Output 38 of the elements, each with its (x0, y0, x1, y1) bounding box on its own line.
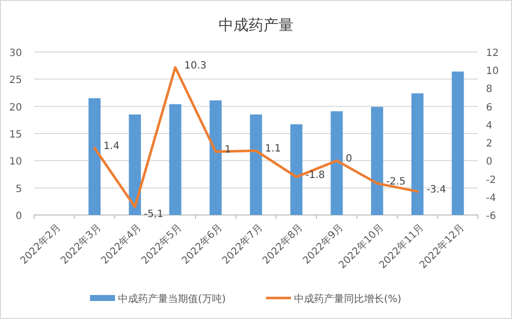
bar (250, 114, 262, 215)
chart-title: 中成药产量 (218, 16, 294, 34)
y-tick-label: 30 (9, 48, 22, 59)
y-tick-label: 0 (16, 211, 22, 222)
y2-tick-label: -2 (486, 174, 496, 186)
y2-tick-label: 2 (486, 138, 492, 150)
y2-tick-label: 0 (486, 156, 492, 168)
data-label: 10.3 (184, 60, 207, 72)
legend-label: 中成药产量当期值(万吨) (118, 293, 226, 305)
bar (411, 93, 424, 215)
bar (371, 106, 384, 215)
bar (128, 114, 141, 215)
data-label: -1.8 (305, 170, 325, 181)
bar (330, 111, 343, 215)
bar (169, 104, 182, 215)
data-label: -3.4 (426, 184, 446, 196)
data-label: 1.1 (265, 144, 281, 155)
bar (290, 124, 302, 215)
y-tick-label: 20 (9, 102, 22, 114)
y2-tick-label: 6 (486, 102, 492, 114)
data-label: 0 (346, 154, 352, 165)
y2-tick-label: -6 (486, 211, 496, 222)
bar (452, 72, 464, 215)
y2-tick-label: -4 (486, 192, 496, 204)
legend-label: 中成药产量同比增长(%) (294, 293, 402, 305)
bar (88, 98, 101, 215)
y2-tick-label: 8 (486, 84, 492, 96)
data-label: -2.5 (386, 176, 406, 188)
y-tick-label: 15 (9, 130, 22, 140)
y-tick-label: 25 (9, 75, 22, 86)
data-label: 1.4 (104, 140, 120, 152)
y2-tick-label: 10 (486, 66, 499, 78)
y-tick-label: 5 (16, 184, 22, 195)
data-label: -5.1 (144, 208, 164, 220)
y-tick-label: 10 (9, 156, 22, 168)
bar (210, 100, 222, 215)
y2-tick-label: 12 (486, 48, 499, 59)
y2-tick-label: 4 (486, 120, 492, 132)
